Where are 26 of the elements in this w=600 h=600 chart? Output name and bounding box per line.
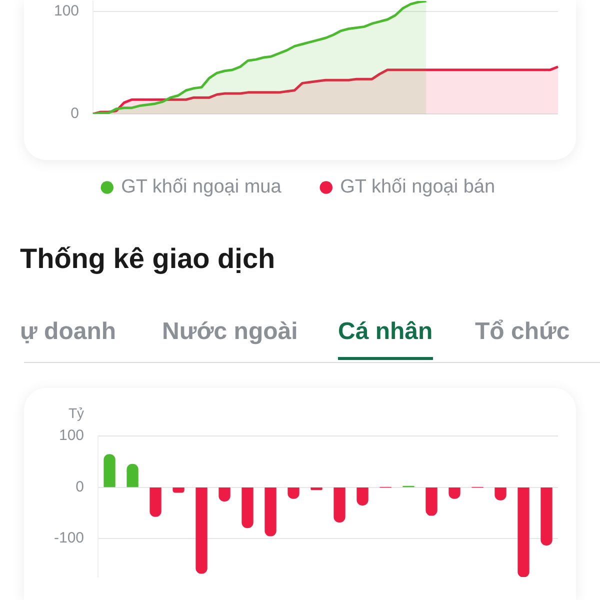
bar [104, 454, 116, 488]
bar [196, 487, 208, 574]
y-tick-label: 100 [58, 427, 84, 444]
y-tick-label: 100 [54, 2, 80, 20]
bar [518, 487, 530, 577]
legend-label: GT khối ngoại bán [340, 176, 496, 198]
text: ự doanh [20, 318, 116, 346]
y-axis-title: Tỷ [68, 404, 84, 421]
bar [172, 487, 184, 493]
bar [126, 464, 138, 488]
bar [356, 487, 368, 506]
y-tick-label: 0 [70, 105, 80, 122]
legend-label: GT khối ngoại mua [121, 176, 282, 198]
bar [426, 487, 438, 516]
text: Nước ngoài [162, 318, 298, 346]
y-tick-label: 0 [76, 478, 84, 496]
y-tick-label: -100 [54, 530, 84, 547]
bar [540, 487, 552, 546]
text: Tổ chức [475, 318, 570, 346]
bar [242, 487, 254, 528]
chart-title: Thống kê giao dịch [20, 243, 276, 275]
bar [150, 487, 162, 517]
bar [334, 487, 346, 522]
bar [310, 487, 322, 490]
text: Cá nhân [338, 318, 433, 360]
bar [264, 487, 276, 536]
